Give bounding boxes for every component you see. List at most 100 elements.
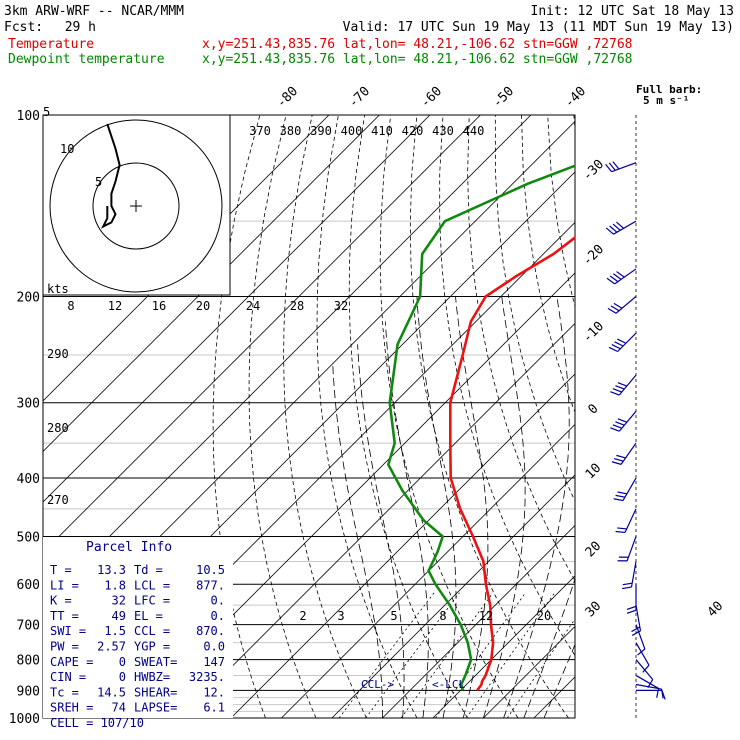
parcel-field-label: K = [50,594,72,608]
isotherm-line [43,115,431,503]
parcel-field-value: 147 [203,655,225,669]
wind-barb [610,374,637,396]
theta-label: 370 [249,124,271,138]
dry-adiabat-line [678,115,740,718]
wind-barb-staff [624,508,637,533]
wind-barb-feather [608,346,618,353]
pressure-tick-label: 100 [17,109,40,124]
isotherm-label: 20 [583,539,605,561]
parcel-field-label: SREH = [50,701,93,715]
wind-barb-feather [617,338,627,344]
pressure-tick-label: 300 [17,397,40,412]
isotherm-label-text: -50 [490,84,517,111]
isotherm-line [281,423,575,718]
wind-barb-staff [611,162,637,173]
isotherm-label: -50 [490,84,517,111]
parcel-field-value: 12. [203,685,225,699]
theta-label: 400 [341,124,363,138]
wind-barb-feather [661,690,666,700]
forecast-label: Fcst: [4,20,43,35]
parcel-field-label: TT = [50,609,79,623]
mixing-ratio-line [466,592,556,718]
hodograph-ring-label: 10 [60,142,74,156]
speed-scale-label: 24 [246,299,260,313]
parcel-field-value: 1.8 [104,578,126,592]
mixing-ratio-label: 2 [299,609,306,623]
wind-barb-feather [612,388,623,393]
isotherm-label: 30 [583,599,605,621]
parcel-field-value: 0. [211,594,225,608]
moist-adiabat-line [543,643,575,718]
wind-barb-feather [608,162,616,171]
isotherm-label-text: -80 [274,84,301,111]
wind-barb-feather [610,391,620,396]
wind-barb-staff [618,374,637,396]
parcel-field-value: 32 [112,594,126,608]
wind-barb-feather [605,163,613,173]
barb-legend-units: 5 m s⁻¹ [643,94,689,107]
isotherm-label-text: 0 [585,401,601,417]
wind-barb [607,296,637,314]
wind-barb-staff [635,683,662,690]
dry-adiabat-line [521,115,575,414]
mixing-ratio-label: 5 [390,609,397,623]
parcel-field-label: SWI = [50,624,86,638]
dry-adiabat-line [439,115,575,657]
parcel-field-value: 870. [196,624,225,638]
mixing-ratio-line [435,592,526,718]
pressure-tick-label: 1000 [9,712,40,727]
wind-barb [606,268,637,285]
wind-barb-feather [617,382,628,387]
dewpoint-location: x,y=251.43,835.76 lat,lon= 48.21,-106.62… [202,52,632,67]
wind-barb-feather [610,305,620,312]
wind-barb-staff [622,477,637,501]
speed-scale-label: 16 [152,299,166,313]
hodograph-kts-label: kts [47,282,69,296]
isotherm-line [483,625,575,718]
wind-barb-feather [613,302,623,309]
parcel-field-label: LAPSE= [134,701,177,715]
parcel-field-value: 0. [211,609,225,623]
isotherm-line [382,524,575,718]
dry-adiabat-line [379,115,519,718]
ccl-marker: CCL-> [361,678,394,691]
wind-barb [605,161,637,173]
parcel-field-value: 10.5 [196,563,225,577]
wind-barb [635,683,664,699]
mixing-ratio-label: 20 [537,609,551,623]
isotherm-line [43,115,532,604]
parcel-field-label: CAPE = [50,655,93,669]
wind-barb [608,332,637,353]
moist-adiabat-line [384,321,429,718]
dry-adiabat-line [409,115,569,718]
mixing-ratio-label: 3 [337,609,344,623]
pressure-tick-label: 400 [17,472,40,487]
pressure-tick-label: 500 [17,530,40,545]
isotherm-label: -20 [580,242,607,269]
isotherm-label-text: 20 [583,539,605,561]
dry-adiabat-line [626,115,740,718]
hodograph-corner-label: 5 [43,105,50,119]
parcel-info-title: Parcel Info [86,540,172,555]
theta-label: 390 [310,124,332,138]
barb-legend-title: Full barb: [636,83,702,96]
dry-adiabat-line [248,115,317,718]
wind-barb [605,220,637,235]
wind-barb-feather [610,427,620,432]
isotherm-line [43,115,481,553]
isotherm-label: 40 [705,599,727,621]
wind-barb-feather [613,457,624,462]
wind-barb-feather [612,161,620,170]
parcel-field-label: CCL = [134,624,170,638]
isotherm-label: -10 [580,319,607,346]
dry-adiabat-line [467,115,575,582]
wind-barb-feather [617,491,628,495]
parcel-field-value: 0 [119,670,126,684]
dry-adiabat-line [283,115,367,718]
isotherm-label: 10 [583,461,605,483]
wind-barb [610,410,637,432]
parcel-cell: CELL = 107/10 [50,716,144,730]
isotherm-label: -80 [274,84,301,111]
